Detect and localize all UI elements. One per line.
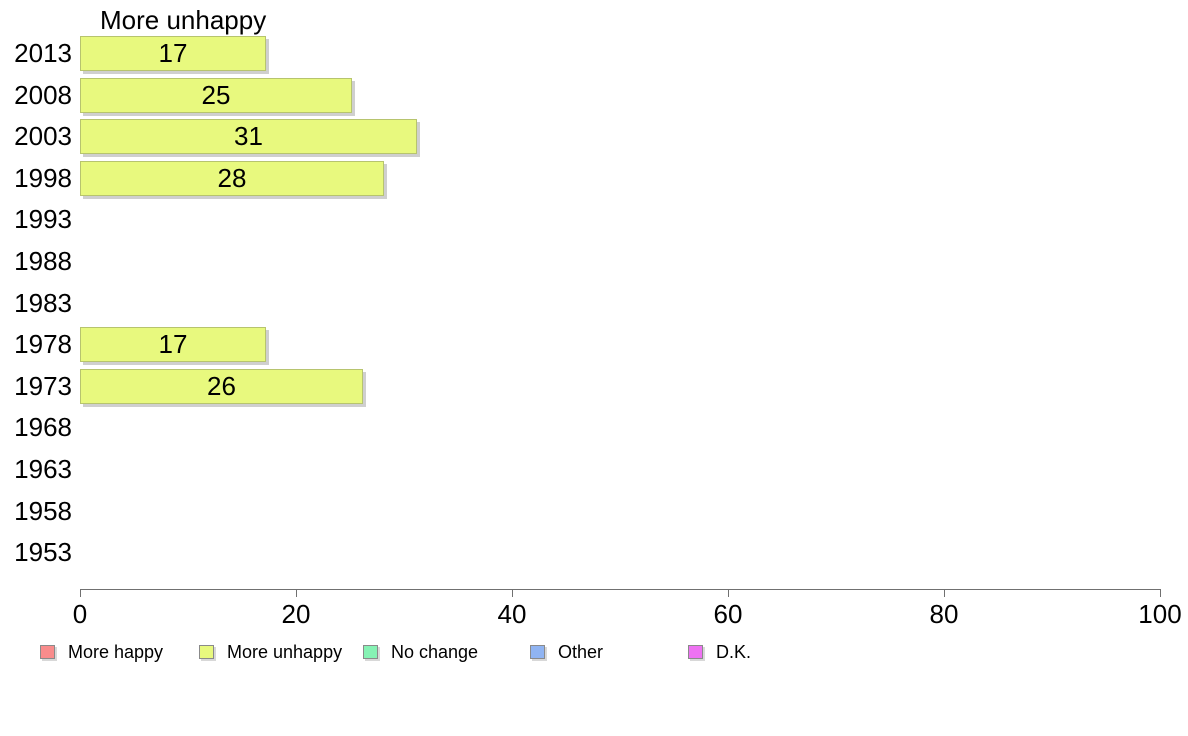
bar-value-label: 28 [217,163,247,193]
x-axis-tick [1160,589,1161,597]
bar-value-label: 25 [201,80,231,110]
y-axis-year-label: 1958 [14,496,72,526]
bar-value-label: 26 [207,371,236,401]
bar: 17 [80,36,266,71]
y-axis-year-label: 2003 [14,121,72,151]
legend-label: No change [391,642,479,662]
y-axis-year-label: 2008 [14,80,72,110]
legend-label: More unhappy [227,642,343,662]
legend-swatch [40,645,55,659]
x-axis-tick [80,589,81,597]
chart-title: More unhappy [100,5,267,35]
legend-label: More happy [68,642,164,662]
x-axis-tick-label: 100 [1138,599,1182,629]
y-axis-year-label: 2013 [14,38,72,68]
bar-value-label: 17 [158,329,188,359]
x-axis-tick [728,589,729,597]
bar: 25 [80,78,352,113]
legend-label: D.K. [716,642,752,662]
x-axis-tick-label: 40 [497,599,527,629]
y-axis-year-label: 1963 [14,454,72,484]
bar: 26 [80,369,363,404]
legend-swatch [199,645,214,659]
y-axis-year-label: 1993 [14,204,72,234]
y-axis-year-label: 1988 [14,246,72,276]
x-axis-tick [296,589,297,597]
x-axis-tick [512,589,513,597]
y-axis-year-label: 1978 [14,329,72,359]
x-axis-tick-label: 0 [72,599,88,629]
x-axis-tick-label: 60 [713,599,743,629]
y-axis-year-label: 1968 [14,412,72,442]
x-axis-tick [944,589,945,597]
legend-swatch [688,645,703,659]
legend-swatch [530,645,545,659]
x-axis-tick-label: 80 [929,599,959,629]
legend-swatch [363,645,378,659]
y-axis-year-label: 1953 [14,537,72,567]
bar: 31 [80,119,417,154]
bar: 28 [80,161,384,196]
bar-value-label: 31 [234,121,263,151]
legend-label: Other [558,642,604,662]
y-axis-year-label: 1973 [14,371,72,401]
bar: 17 [80,327,266,362]
bar-value-label: 17 [158,38,188,68]
x-axis-line [80,589,1161,590]
x-axis-tick-label: 20 [281,599,311,629]
y-axis-year-label: 1998 [14,163,72,193]
y-axis-year-label: 1983 [14,288,72,318]
